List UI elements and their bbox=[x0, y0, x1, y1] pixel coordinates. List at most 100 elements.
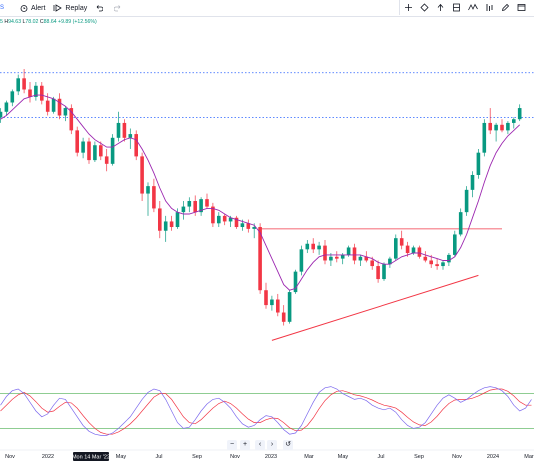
candle-body bbox=[163, 221, 168, 231]
candle-body bbox=[346, 247, 351, 255]
replay-button[interactable]: Replay bbox=[53, 4, 87, 12]
candle-body bbox=[4, 102, 9, 112]
candle bbox=[211, 202, 215, 228]
x-axis-tick-label: Mar bbox=[524, 454, 534, 460]
bar-chart-icon[interactable] bbox=[482, 1, 496, 15]
candle bbox=[506, 121, 510, 135]
candle-body bbox=[258, 227, 262, 291]
candle-body bbox=[140, 156, 144, 194]
candle bbox=[388, 256, 392, 268]
moving-average-layer bbox=[0, 94, 521, 291]
candle-body bbox=[211, 206, 215, 224]
scroll-right-button[interactable]: › bbox=[267, 440, 277, 450]
candle bbox=[205, 193, 209, 209]
candle-body bbox=[57, 98, 62, 116]
x-axis-tick-label: 2023 bbox=[265, 454, 277, 460]
candle bbox=[512, 117, 516, 129]
arrow-up-icon[interactable] bbox=[434, 1, 448, 15]
candle-body bbox=[405, 245, 410, 254]
candle bbox=[352, 243, 357, 265]
candle bbox=[281, 305, 286, 326]
ohlc-partial: 5 bbox=[0, 19, 3, 25]
candle bbox=[441, 260, 445, 270]
candle-body bbox=[458, 212, 463, 235]
candle bbox=[81, 137, 85, 159]
candle-body bbox=[276, 299, 280, 313]
alert-button[interactable]: Alert bbox=[20, 4, 45, 12]
candle bbox=[181, 201, 186, 220]
scroll-left-button[interactable]: ‹ bbox=[255, 440, 265, 450]
candle bbox=[93, 141, 97, 162]
candle bbox=[482, 119, 487, 157]
candle-body bbox=[435, 264, 439, 267]
candle-body bbox=[128, 134, 133, 138]
candle-body bbox=[217, 215, 221, 224]
candle-body bbox=[482, 122, 487, 153]
candle-body bbox=[122, 122, 127, 138]
candle-body bbox=[193, 201, 197, 213]
candle bbox=[75, 126, 79, 157]
candle bbox=[447, 253, 451, 267]
candle-body bbox=[494, 124, 498, 131]
osc-slow-line bbox=[0, 388, 532, 435]
candle-body bbox=[0, 111, 3, 118]
candle bbox=[311, 238, 315, 254]
candle bbox=[217, 212, 221, 228]
diamond-icon[interactable] bbox=[417, 1, 431, 15]
candle bbox=[234, 215, 239, 229]
undo-button[interactable] bbox=[95, 4, 106, 12]
candle bbox=[287, 290, 292, 324]
candle bbox=[317, 241, 321, 255]
close-value: 88.64 bbox=[43, 19, 57, 25]
zoom-in-button[interactable]: + bbox=[240, 440, 250, 450]
osc-fast-line bbox=[0, 386, 532, 436]
candle bbox=[417, 245, 422, 259]
candle bbox=[494, 122, 498, 142]
window-icon[interactable] bbox=[515, 1, 529, 15]
candle-body bbox=[429, 260, 433, 265]
candle bbox=[470, 171, 475, 198]
reset-chart-button[interactable]: ↺ bbox=[283, 440, 293, 450]
low-value: 78.02 bbox=[25, 19, 39, 25]
candle-body bbox=[394, 238, 398, 259]
x-axis-tick-label: Sep bbox=[414, 454, 424, 460]
partial-toolbar-item[interactable]: S bbox=[0, 5, 4, 11]
candle-body bbox=[75, 130, 79, 153]
candle-body bbox=[329, 256, 333, 261]
x-axis-tick-label: Jul bbox=[155, 454, 162, 460]
moving-average-line bbox=[0, 94, 521, 291]
candle bbox=[358, 254, 363, 267]
candle bbox=[276, 293, 280, 317]
x-axis-tick-label: May bbox=[116, 454, 127, 460]
add-text-icon[interactable] bbox=[401, 1, 415, 15]
candle-body bbox=[506, 122, 510, 131]
candle bbox=[16, 74, 20, 96]
candle bbox=[335, 251, 339, 263]
candle-body bbox=[81, 141, 85, 153]
zoom-out-button[interactable]: − bbox=[227, 440, 237, 450]
candle-body bbox=[158, 208, 162, 231]
long-position-icon[interactable] bbox=[450, 1, 464, 15]
candle-body bbox=[87, 141, 91, 161]
candle bbox=[28, 82, 32, 103]
replay-icon bbox=[54, 4, 63, 12]
candle-body bbox=[376, 266, 380, 280]
candle-body bbox=[423, 256, 428, 261]
candle-body bbox=[34, 85, 38, 97]
candle bbox=[69, 104, 74, 135]
candle-body bbox=[417, 247, 422, 257]
candle bbox=[99, 141, 103, 161]
candle bbox=[158, 201, 162, 239]
candle bbox=[122, 119, 127, 142]
undo-icon bbox=[96, 5, 104, 12]
candle bbox=[500, 119, 504, 133]
candle-body bbox=[252, 227, 256, 229]
redo-button[interactable] bbox=[114, 4, 125, 12]
zigzag-icon[interactable] bbox=[466, 1, 480, 15]
candle bbox=[299, 245, 304, 276]
candle bbox=[146, 182, 150, 216]
candle-body bbox=[199, 199, 203, 213]
candle bbox=[476, 148, 481, 179]
pencil-icon[interactable] bbox=[499, 1, 513, 15]
